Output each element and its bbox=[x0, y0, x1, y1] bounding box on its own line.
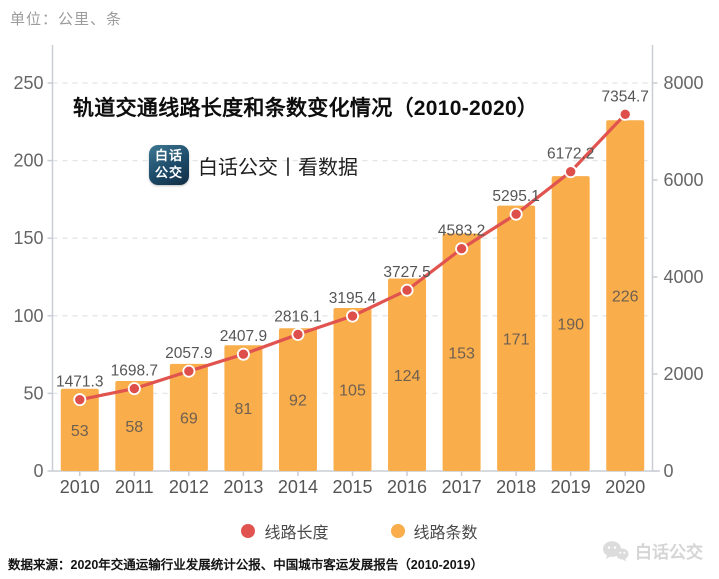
bar-value-label: 153 bbox=[448, 345, 475, 362]
brand-logo-caption: 白话公交丨看数据 bbox=[198, 156, 358, 179]
left-axis-tick-label: 200 bbox=[13, 151, 43, 171]
left-axis-tick-label: 50 bbox=[23, 383, 43, 403]
bar-value-label: 92 bbox=[289, 393, 307, 410]
line-point-2013[interactable] bbox=[236, 347, 250, 361]
line-value-label: 3727.5 bbox=[383, 264, 430, 281]
legend-item-1[interactable]: 线路条数 bbox=[390, 519, 478, 543]
x-axis-label: 2019 bbox=[551, 477, 591, 497]
right-axis-tick-label: 6000 bbox=[664, 170, 704, 190]
right-axis-tick-label: 2000 bbox=[664, 364, 704, 384]
line-value-label: 1471.3 bbox=[56, 374, 103, 391]
line-point-2010[interactable] bbox=[73, 393, 87, 407]
left-axis-tick-label: 250 bbox=[13, 73, 43, 93]
right-axis-tick-label: 8000 bbox=[664, 73, 704, 93]
x-axis-label: 2015 bbox=[332, 477, 372, 497]
line-value-label: 4583.2 bbox=[438, 223, 485, 240]
right-axis-tick-label: 0 bbox=[664, 461, 674, 481]
bar-2014[interactable] bbox=[278, 328, 317, 471]
x-axis-label: 2012 bbox=[169, 477, 209, 497]
x-axis-label: 2018 bbox=[496, 477, 536, 497]
data-source-note: 数据来源：2020年交通运输行业发展统计公报、中国城市客运发展报告（2010-2… bbox=[8, 558, 484, 572]
left-axis-tick-label: 0 bbox=[33, 461, 43, 481]
bar-2016[interactable] bbox=[388, 278, 427, 471]
x-axis-label: 2016 bbox=[387, 477, 427, 497]
brand-logo-badge-line1: 白话 bbox=[154, 148, 183, 164]
watermark: 白话公交 bbox=[602, 538, 703, 563]
line-point-2012[interactable] bbox=[182, 364, 196, 378]
legend-label-1: 线路条数 bbox=[413, 525, 478, 542]
bar-value-label: 124 bbox=[394, 368, 421, 385]
line-point-2017[interactable] bbox=[455, 242, 469, 256]
bar-value-label: 171 bbox=[503, 331, 530, 348]
line-value-label: 5295.1 bbox=[492, 188, 539, 205]
x-axis-label: 2014 bbox=[278, 477, 318, 497]
x-axis-label: 2010 bbox=[60, 477, 100, 497]
line-value-label: 2407.9 bbox=[220, 328, 267, 345]
bar-2018[interactable] bbox=[497, 205, 536, 471]
line-point-2011[interactable] bbox=[127, 382, 141, 396]
left-axis-tick-label: 100 bbox=[13, 306, 43, 326]
line-value-label: 3195.4 bbox=[329, 290, 377, 307]
bar-2012[interactable] bbox=[169, 363, 208, 471]
left-axis-tick-label: 150 bbox=[13, 228, 43, 248]
bar-2015[interactable] bbox=[333, 308, 372, 471]
bar-2013[interactable] bbox=[224, 345, 263, 471]
bar-2020[interactable] bbox=[606, 120, 645, 472]
line-point-2014[interactable] bbox=[291, 327, 305, 341]
bar-value-label: 226 bbox=[612, 289, 639, 306]
bar-value-label: 81 bbox=[235, 401, 253, 418]
line-value-label: 2057.9 bbox=[165, 345, 212, 362]
legend-item-0[interactable]: 线路长度 bbox=[241, 519, 329, 543]
line-value-label: 2816.1 bbox=[274, 308, 321, 325]
brand-logo: 白话 公交 白话公交丨看数据 bbox=[149, 145, 358, 185]
line-point-2015[interactable] bbox=[345, 309, 359, 323]
legend-label-0: 线路长度 bbox=[264, 525, 329, 542]
x-axis-label: 2013 bbox=[223, 477, 263, 497]
bar-2011[interactable] bbox=[115, 380, 154, 471]
bar-value-label: 105 bbox=[339, 383, 366, 400]
line-value-label: 1698.7 bbox=[111, 363, 158, 380]
line-point-2018[interactable] bbox=[509, 207, 523, 221]
x-axis-label: 2017 bbox=[442, 477, 482, 497]
bar-2017[interactable] bbox=[442, 233, 481, 471]
bar-value-label: 53 bbox=[71, 423, 89, 440]
legend-dot-1 bbox=[390, 524, 405, 538]
x-axis-label: 2020 bbox=[605, 477, 645, 497]
line-point-2016[interactable] bbox=[400, 283, 414, 297]
brand-logo-badge: 白话 公交 bbox=[149, 145, 189, 185]
watermark-text: 白话公交 bbox=[635, 543, 703, 562]
bar-2019[interactable] bbox=[551, 176, 590, 471]
right-axis-tick-label: 4000 bbox=[664, 267, 704, 287]
line-point-2020[interactable] bbox=[618, 107, 632, 121]
chart-title: 轨道交通线路长度和条数变化情况（2010-2020） bbox=[73, 97, 539, 120]
bar-2010[interactable] bbox=[60, 388, 99, 471]
chart-legend: 线路长度 线路条数 bbox=[0, 519, 719, 543]
brand-logo-badge-line2: 公交 bbox=[154, 165, 183, 180]
bar-value-label: 69 bbox=[180, 410, 198, 427]
bar-value-label: 190 bbox=[557, 317, 584, 334]
unit-label: 单位：公里、条 bbox=[10, 11, 123, 28]
legend-dot-0 bbox=[241, 524, 256, 538]
wechat-icon bbox=[603, 540, 629, 561]
line-point-2019[interactable] bbox=[564, 165, 578, 179]
bar-value-label: 58 bbox=[125, 419, 143, 436]
line-value-label: 7354.7 bbox=[602, 88, 649, 105]
x-axis-label: 2011 bbox=[115, 477, 154, 497]
line-value-label: 6172.2 bbox=[547, 146, 594, 163]
